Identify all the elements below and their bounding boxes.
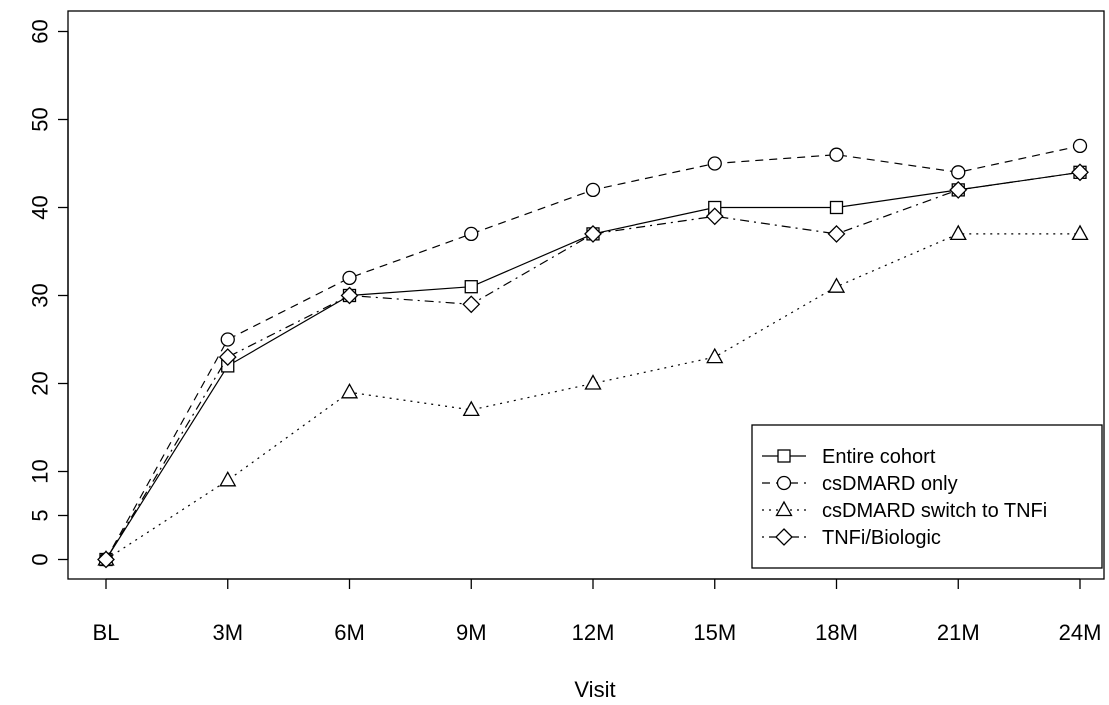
legend-marker: [775, 500, 793, 517]
data-point: [220, 332, 235, 347]
data-point: [342, 270, 357, 286]
x-axis-title: Visit: [574, 677, 615, 700]
legend-label: csDMARD only: [822, 473, 958, 495]
series-line: [105, 171, 1081, 560]
data-point: [707, 156, 722, 171]
x-tick-label: 21M: [937, 620, 980, 645]
legend-marker: [777, 449, 791, 463]
data-point: [584, 224, 602, 243]
x-axis: BL 3M 6M 9M 12M 15M 18M 21M 24M: [93, 578, 1102, 645]
series-diamond: [97, 163, 1089, 569]
data-point: [951, 165, 966, 180]
y-tick-label: 10: [28, 459, 53, 483]
legend-label: Entire cohort: [822, 446, 936, 468]
y-tick-label: 30: [28, 283, 53, 307]
legend-marker: [776, 475, 792, 491]
data-point: [949, 224, 967, 241]
data-point: [706, 347, 724, 364]
x-tick-label: 3M: [212, 620, 243, 645]
legend-label: TNFi/Biologic: [822, 527, 941, 549]
data-point: [464, 226, 479, 242]
data-point: [585, 182, 601, 198]
legend-marker: [775, 528, 793, 546]
data-point: [584, 374, 602, 390]
data-point: [340, 286, 359, 305]
data-point: [464, 280, 478, 294]
data-point: [829, 200, 844, 215]
y-tick-label: 40: [28, 195, 53, 219]
data-point: [218, 348, 237, 367]
x-tick-label: 12M: [572, 620, 615, 645]
y-tick-label: 5: [28, 509, 53, 521]
series-line: [105, 233, 1080, 561]
x-tick-label: 15M: [693, 620, 736, 645]
legend: Entire cohort csDMARD only csDMARD switch …: [751, 424, 1103, 569]
y-axis: 0 5 10 20 30 40 50 60: [28, 19, 69, 566]
legend-box: [751, 424, 1103, 569]
x-tick-label: 24M: [1059, 620, 1102, 645]
data-point: [462, 400, 480, 417]
y-tick-label: 0: [28, 553, 53, 565]
data-point: [827, 277, 846, 293]
data-point: [829, 147, 844, 162]
data-point: [340, 382, 359, 399]
x-tick-label: 18M: [815, 620, 858, 645]
data-point: [462, 295, 481, 314]
legend-label: csDMARD switch to TNFi: [822, 500, 1047, 522]
data-point: [705, 207, 724, 226]
data-point: [949, 180, 968, 199]
x-tick-label: 9M: [456, 620, 487, 645]
y-tick-label: 20: [28, 371, 53, 395]
data-point: [827, 224, 846, 243]
y-tick-label: 60: [28, 19, 53, 43]
data-point: [97, 550, 115, 569]
data-point: [219, 470, 237, 487]
x-tick-label: BL: [93, 620, 120, 645]
data-point: [1071, 224, 1089, 241]
data-point: [1072, 138, 1088, 154]
y-tick-label: 50: [28, 107, 53, 131]
x-tick-label: 6M: [334, 620, 365, 645]
series-group: [97, 138, 1089, 569]
data-point: [1071, 163, 1089, 182]
